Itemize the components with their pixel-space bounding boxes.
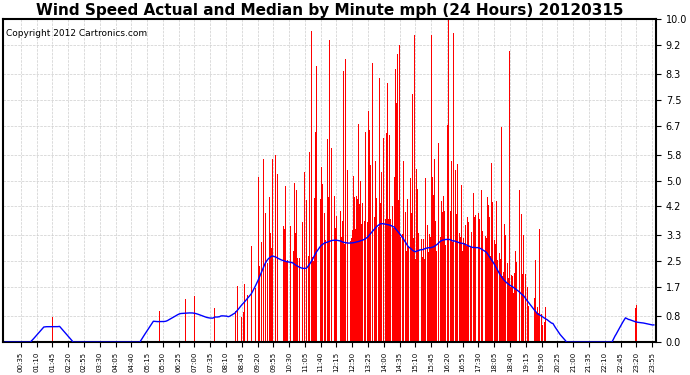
Title: Wind Speed Actual and Median by Minute mph (24 Hours) 20120315: Wind Speed Actual and Median by Minute m…	[36, 3, 623, 18]
Text: Copyright 2012 Cartronics.com: Copyright 2012 Cartronics.com	[6, 28, 147, 38]
